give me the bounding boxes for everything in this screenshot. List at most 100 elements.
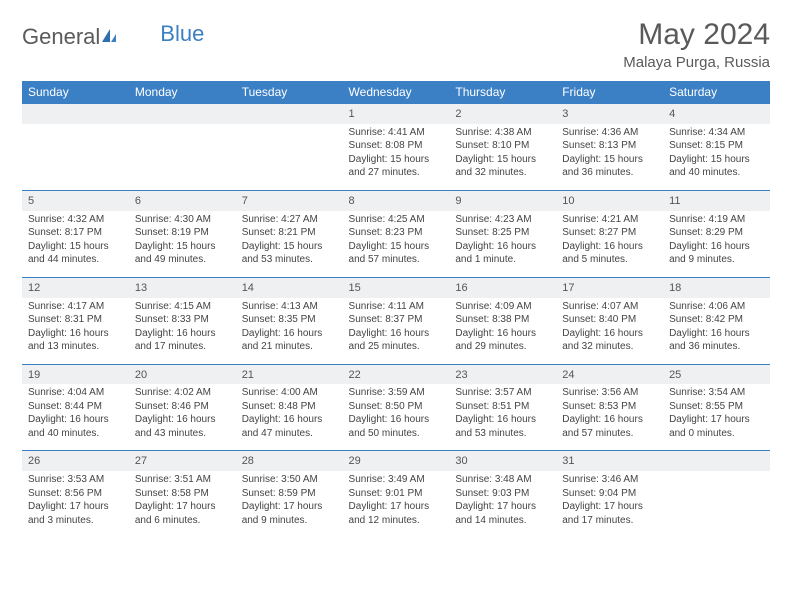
day-info-line: and 17 minutes. [135, 340, 230, 354]
day-number-cell: 28 [236, 451, 343, 471]
day-info-line: Daylight: 17 hours [28, 500, 123, 514]
day-content-cell: Sunrise: 4:36 AMSunset: 8:13 PMDaylight:… [556, 124, 663, 191]
day-number-cell: 27 [129, 451, 236, 471]
day-info-line: Sunrise: 4:32 AM [28, 213, 123, 227]
day-info-line: Sunrise: 3:59 AM [349, 386, 444, 400]
day-info-line: Daylight: 17 hours [135, 500, 230, 514]
day-info-line: Sunset: 8:51 PM [455, 400, 550, 414]
day-info-line: Daylight: 17 hours [455, 500, 550, 514]
day-info-line: Sunrise: 3:50 AM [242, 473, 337, 487]
day-info-line: and 57 minutes. [349, 253, 444, 267]
day-content-cell: Sunrise: 4:38 AMSunset: 8:10 PMDaylight:… [449, 124, 556, 191]
day-content-cell: Sunrise: 3:53 AMSunset: 8:56 PMDaylight:… [22, 471, 129, 537]
day-number-cell: 15 [343, 277, 450, 297]
day-content-row: Sunrise: 4:41 AMSunset: 8:08 PMDaylight:… [22, 124, 770, 191]
day-info-line: Daylight: 15 hours [669, 153, 764, 167]
day-number-cell [663, 451, 770, 471]
day-info-line: Sunset: 8:42 PM [669, 313, 764, 327]
day-info-line: Sunrise: 4:15 AM [135, 300, 230, 314]
day-info-line: and 25 minutes. [349, 340, 444, 354]
day-content-cell: Sunrise: 4:00 AMSunset: 8:48 PMDaylight:… [236, 384, 343, 451]
day-info-line: Sunrise: 3:51 AM [135, 473, 230, 487]
day-number-cell [22, 104, 129, 124]
day-info-line: Daylight: 16 hours [562, 240, 657, 254]
day-content-cell: Sunrise: 4:15 AMSunset: 8:33 PMDaylight:… [129, 298, 236, 365]
day-info-line: Sunset: 8:44 PM [28, 400, 123, 414]
day-content-cell: Sunrise: 4:13 AMSunset: 8:35 PMDaylight:… [236, 298, 343, 365]
day-info-line: Daylight: 16 hours [562, 327, 657, 341]
day-info-line: Sunrise: 4:19 AM [669, 213, 764, 227]
day-info-line: Sunset: 8:15 PM [669, 139, 764, 153]
day-info-line: Sunset: 8:46 PM [135, 400, 230, 414]
day-info-line: Daylight: 15 hours [455, 153, 550, 167]
day-info-line: Sunrise: 4:11 AM [349, 300, 444, 314]
day-info-line: Daylight: 16 hours [562, 413, 657, 427]
day-info-line: Sunset: 8:17 PM [28, 226, 123, 240]
day-info-line: Sunset: 8:37 PM [349, 313, 444, 327]
day-content-cell: Sunrise: 4:30 AMSunset: 8:19 PMDaylight:… [129, 211, 236, 278]
day-info-line: and 36 minutes. [669, 340, 764, 354]
day-number-cell: 1 [343, 104, 450, 124]
logo-text-2: Blue [160, 21, 204, 47]
day-info-line: Daylight: 16 hours [242, 327, 337, 341]
day-info-line: Sunrise: 3:49 AM [349, 473, 444, 487]
day-info-line: and 36 minutes. [562, 166, 657, 180]
day-content-cell: Sunrise: 4:32 AMSunset: 8:17 PMDaylight:… [22, 211, 129, 278]
day-info-line: and 29 minutes. [455, 340, 550, 354]
day-content-cell [22, 124, 129, 191]
day-info-line: Daylight: 15 hours [349, 153, 444, 167]
day-info-line: and 32 minutes. [455, 166, 550, 180]
day-content-cell: Sunrise: 3:50 AMSunset: 8:59 PMDaylight:… [236, 471, 343, 537]
col-friday: Friday [556, 81, 663, 104]
day-content-cell: Sunrise: 4:04 AMSunset: 8:44 PMDaylight:… [22, 384, 129, 451]
day-info-line: and 27 minutes. [349, 166, 444, 180]
day-info-line: and 50 minutes. [349, 427, 444, 441]
day-info-line: and 40 minutes. [28, 427, 123, 441]
day-content-cell [663, 471, 770, 537]
day-number-cell [236, 104, 343, 124]
day-info-line: Sunset: 8:31 PM [28, 313, 123, 327]
day-info-line: Sunset: 8:50 PM [349, 400, 444, 414]
day-content-cell: Sunrise: 3:46 AMSunset: 9:04 PMDaylight:… [556, 471, 663, 537]
day-info-line: Sunset: 8:59 PM [242, 487, 337, 501]
day-info-line: Sunrise: 4:34 AM [669, 126, 764, 140]
day-info-line: Sunset: 8:55 PM [669, 400, 764, 414]
calendar-body: 1234Sunrise: 4:41 AMSunset: 8:08 PMDayli… [22, 104, 770, 538]
day-number-cell [129, 104, 236, 124]
day-info-line: Daylight: 16 hours [455, 413, 550, 427]
day-info-line: and 5 minutes. [562, 253, 657, 267]
day-number-cell: 20 [129, 364, 236, 384]
day-number-row: 567891011 [22, 190, 770, 210]
day-info-line: Sunrise: 3:56 AM [562, 386, 657, 400]
day-info-line: and 12 minutes. [349, 514, 444, 528]
day-info-line: and 0 minutes. [669, 427, 764, 441]
day-content-cell: Sunrise: 3:54 AMSunset: 8:55 PMDaylight:… [663, 384, 770, 451]
day-info-line: Sunset: 8:35 PM [242, 313, 337, 327]
col-tuesday: Tuesday [236, 81, 343, 104]
day-info-line: Sunrise: 4:30 AM [135, 213, 230, 227]
day-number-cell: 2 [449, 104, 556, 124]
day-info-line: Daylight: 17 hours [349, 500, 444, 514]
day-info-line: and 32 minutes. [562, 340, 657, 354]
day-number-cell: 24 [556, 364, 663, 384]
day-info-line: Daylight: 16 hours [349, 413, 444, 427]
day-content-cell: Sunrise: 4:17 AMSunset: 8:31 PMDaylight:… [22, 298, 129, 365]
day-info-line: and 9 minutes. [242, 514, 337, 528]
day-number-cell: 13 [129, 277, 236, 297]
day-info-line: Sunrise: 4:07 AM [562, 300, 657, 314]
day-info-line: Sunrise: 4:02 AM [135, 386, 230, 400]
day-info-line: and 17 minutes. [562, 514, 657, 528]
day-info-line: Sunrise: 4:36 AM [562, 126, 657, 140]
day-content-row: Sunrise: 4:04 AMSunset: 8:44 PMDaylight:… [22, 384, 770, 451]
day-content-cell: Sunrise: 3:49 AMSunset: 9:01 PMDaylight:… [343, 471, 450, 537]
day-number-row: 19202122232425 [22, 364, 770, 384]
day-info-line: and 44 minutes. [28, 253, 123, 267]
day-number-cell: 11 [663, 190, 770, 210]
day-content-row: Sunrise: 3:53 AMSunset: 8:56 PMDaylight:… [22, 471, 770, 537]
day-info-line: Daylight: 16 hours [669, 240, 764, 254]
day-info-line: Daylight: 16 hours [135, 413, 230, 427]
day-number-cell: 10 [556, 190, 663, 210]
day-number-cell: 17 [556, 277, 663, 297]
day-content-row: Sunrise: 4:17 AMSunset: 8:31 PMDaylight:… [22, 298, 770, 365]
day-info-line: Sunrise: 3:53 AM [28, 473, 123, 487]
